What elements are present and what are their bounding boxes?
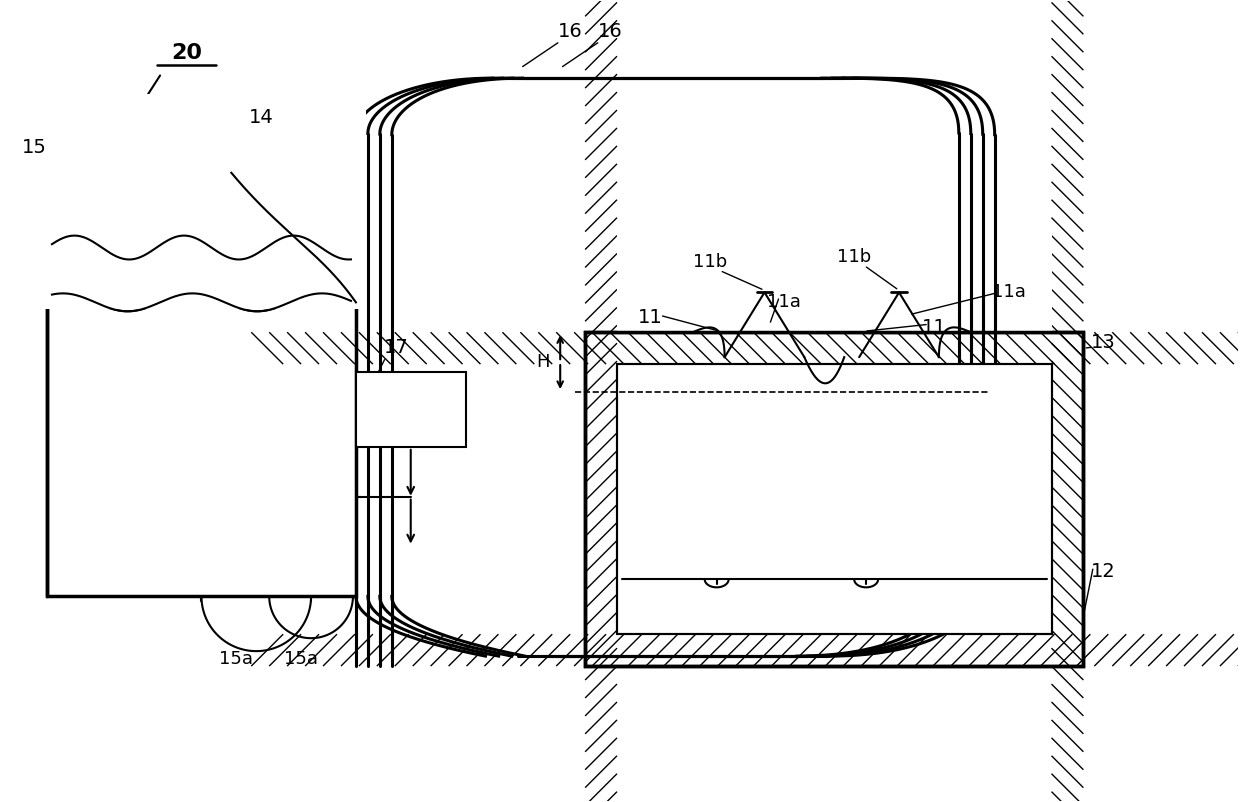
Bar [585,332,1084,666]
Text: 11b: 11b [837,249,872,266]
Text: 16: 16 [558,22,583,41]
Bar [618,364,1052,634]
Bar [47,118,356,597]
Bar [618,364,1052,634]
Text: 17: 17 [383,338,408,357]
Text: 11: 11 [921,318,946,337]
Text: 15: 15 [21,139,46,157]
Text: 20: 20 [171,43,202,63]
Text: 14: 14 [249,108,274,128]
Text: 15a: 15a [219,650,253,668]
Text: 11b: 11b [693,253,727,272]
Text: 12: 12 [1091,562,1116,581]
Text: 11a: 11a [768,294,801,311]
Text: H: H [537,353,551,371]
Text: 15a: 15a [284,650,319,668]
Bar [356,372,465,447]
Text: 11: 11 [637,308,662,326]
Bar [618,364,1052,634]
Bar [585,332,1084,666]
Bar [618,233,1052,332]
Text: 11a: 11a [992,283,1025,302]
Text: 13: 13 [1091,333,1116,352]
Text: 16: 16 [598,22,622,41]
Bar [37,94,366,310]
